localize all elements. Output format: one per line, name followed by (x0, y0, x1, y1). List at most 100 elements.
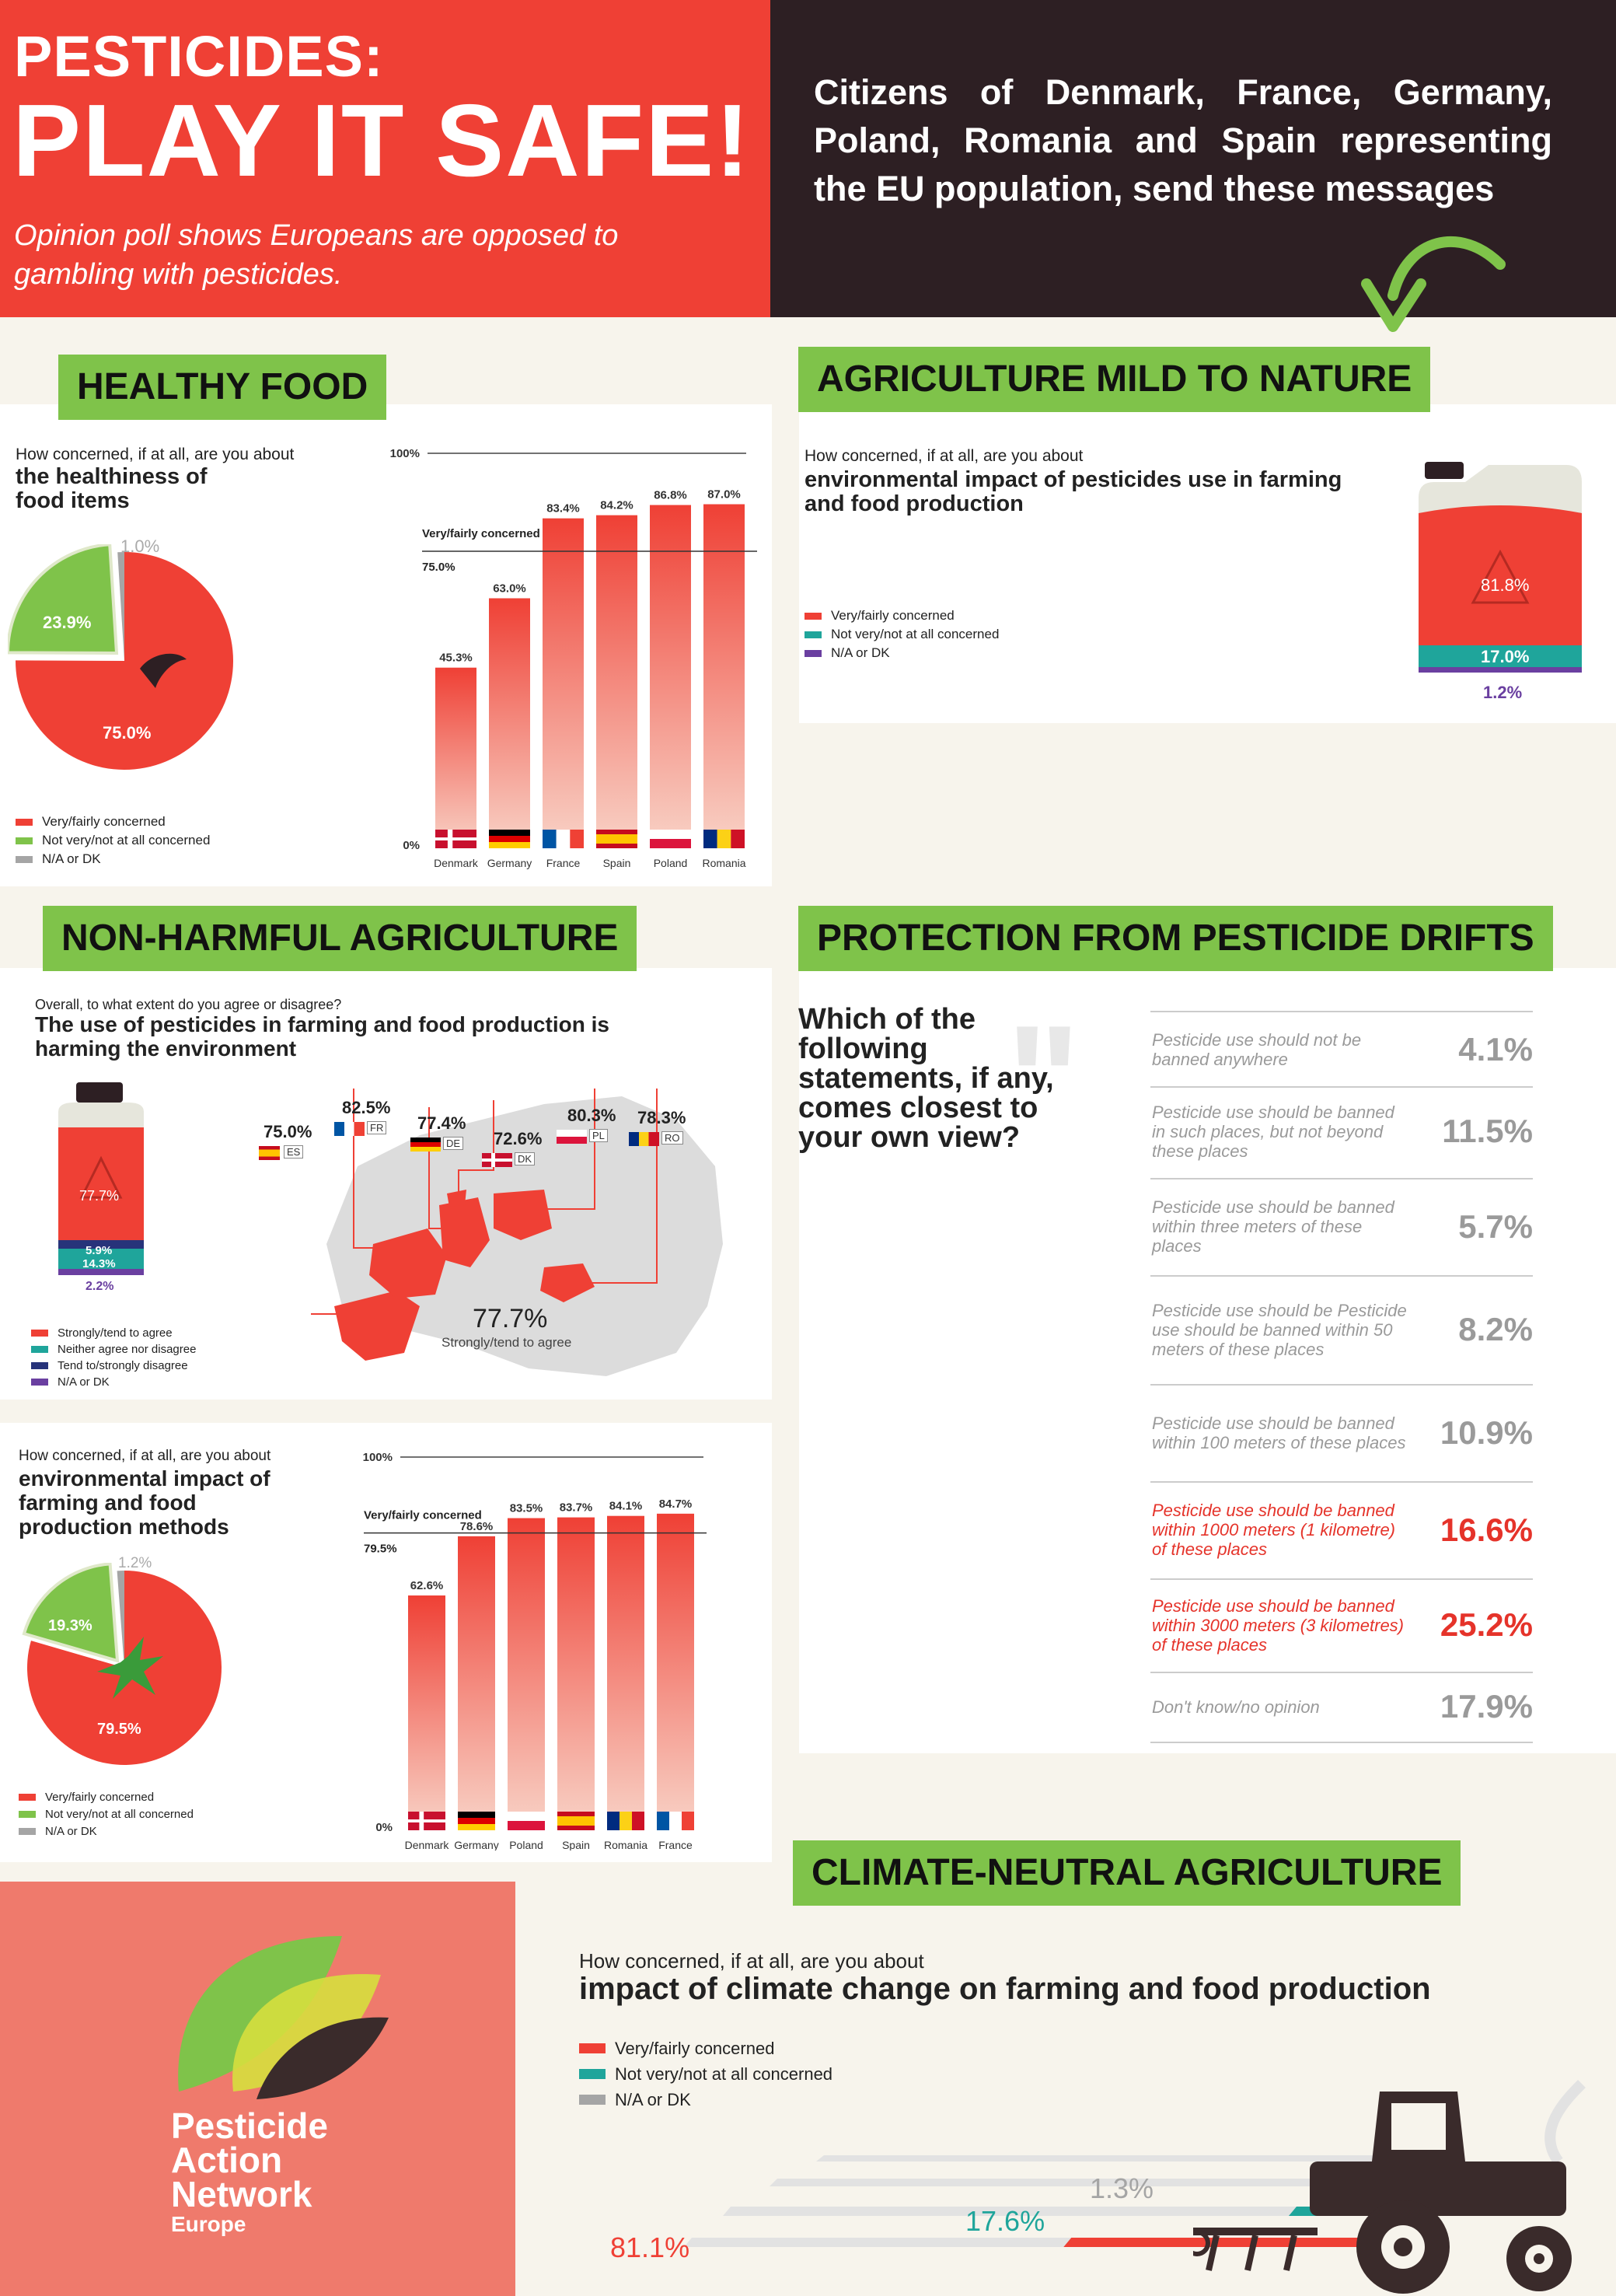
country-label: France (546, 857, 581, 869)
bar (657, 1513, 694, 1829)
map-poland (494, 1190, 552, 1240)
logo-line1: Pesticide (171, 2106, 328, 2146)
map-code-ro: RO (661, 1131, 683, 1145)
climate-label-not-concerned: 17.6% (965, 2205, 1045, 2237)
map-romania (540, 1263, 595, 1302)
legend-item: Not very/not at all concerned (579, 2061, 832, 2087)
map-value-pl: 80.3% (567, 1106, 616, 1125)
bottle-fill-disagree (58, 1240, 144, 1249)
flag-cross (435, 837, 476, 840)
map-value-dk: 72.6% (494, 1129, 543, 1148)
flag-stripe (543, 830, 557, 848)
non-harmful-badge: NON-HARMFUL AGRICULTURE (43, 906, 637, 971)
logo-panel (0, 1882, 515, 2296)
nature-badge: AGRICULTURE MILD TO NATURE (798, 347, 1431, 412)
canister-fill-concerned (1419, 505, 1582, 645)
axis-top-label: 100% (390, 447, 420, 460)
flag-stripe (489, 830, 530, 836)
bar-value-label: 83.7% (560, 1501, 593, 1515)
warning-triangle-icon (79, 1155, 123, 1199)
curved-arrow-icon (1361, 236, 1506, 332)
bottle-label-agree: 77.7% (79, 1188, 120, 1204)
env-methods-legend: Very/fairly concerned Not very/not at al… (19, 1788, 194, 1840)
bottle-fill-agree (58, 1127, 144, 1240)
drift-row-value: 8.2% (1458, 1311, 1533, 1347)
bar (703, 504, 745, 847)
drift-row: Pesticide use should be banned in such p… (1150, 1085, 1533, 1179)
climate-label-na: 1.3% (1090, 2172, 1154, 2204)
flag-stripe (703, 830, 717, 848)
drifts-question: Which of the following statements, if an… (798, 1003, 1054, 1154)
non-harmful-question-small: Overall, to what extent do you agree or … (35, 997, 342, 1012)
bar (435, 667, 476, 847)
flag-stripe (557, 1812, 595, 1816)
bar-value-label: 87.0% (707, 488, 741, 501)
axis-bottom-label: 0% (375, 1821, 393, 1834)
country-label: Poland (654, 857, 688, 869)
header-left-panel (0, 0, 770, 317)
map-value-es: 75.0% (264, 1122, 312, 1141)
bar-value-label: 84.7% (659, 1497, 693, 1511)
bar (607, 1515, 644, 1829)
bar (458, 1536, 495, 1829)
flag-stripe (557, 1816, 595, 1826)
map-spain (334, 1291, 420, 1361)
drift-row-value: 10.9% (1440, 1414, 1533, 1451)
em-label-concerned: 79.5% (97, 1721, 141, 1738)
country-label: France (658, 1839, 693, 1850)
legend-item: N/A or DK (19, 1822, 194, 1840)
climate-bar-concerned (1063, 2238, 1399, 2247)
legend-item: N/A or DK (16, 850, 210, 868)
healthy-food-pie (8, 544, 233, 770)
hf-label-na: 1.0% (120, 536, 160, 556)
reference-value: 79.5% (364, 1543, 397, 1556)
flag-stripe (669, 1812, 682, 1830)
legend-item: N/A or DK (805, 644, 999, 662)
map-code-pl: PL (589, 1129, 608, 1142)
flag-stripe (620, 1812, 632, 1830)
flag-stripe (717, 830, 731, 848)
reference-label: Very/fairly concerned (364, 1509, 482, 1522)
drift-row-text: Don't know/no opinion (1152, 1697, 1320, 1717)
legend-item: Not very/not at all concerned (805, 625, 999, 644)
env-methods-bar-chart: 100% 0% 62.6% Denmark 78.6% Germany 83.5% Polan… (363, 1451, 707, 1850)
bar-value-label: 78.6% (460, 1520, 494, 1533)
map-france (369, 1228, 447, 1298)
legend-item: Very/fairly concerned (805, 606, 999, 625)
drift-row-text: Pesticide use should be Pesticide use sh… (1152, 1300, 1407, 1359)
nature-label-na: 1.2% (1483, 683, 1523, 702)
legend-item: Strongly/tend to agree (31, 1325, 196, 1341)
map-total-label: Strongly/tend to agree (442, 1335, 572, 1350)
intro-text: Citizens of Denmark, France, Germany, Po… (814, 72, 1552, 208)
env-methods-question-big: environmental impact of farming and food… (19, 1466, 270, 1539)
title-line2: PLAY IT SAFE! (12, 83, 752, 197)
flag-stripe (650, 830, 691, 839)
axis-top-label: 100% (363, 1451, 393, 1464)
climate-bars (684, 2155, 1399, 2247)
climate-question-big: impact of climate change on farming and … (579, 1972, 1431, 2006)
warning-triangle-icon (1471, 549, 1530, 604)
legend-item: N/A or DK (31, 1374, 196, 1390)
nature-question-small: How concerned, if at all, are you about (805, 447, 1084, 465)
country-label: Denmark (434, 857, 479, 869)
bar-value-label: 62.6% (410, 1579, 444, 1592)
canister-icon (1419, 462, 1582, 673)
bar-value-label: 63.0% (493, 582, 526, 595)
map-total-value: 77.7% (473, 1304, 548, 1333)
drifts-badge: PROTECTION FROM PESTICIDE DRIFTS (798, 906, 1553, 971)
hf-label-concerned: 75.0% (103, 723, 152, 743)
country-label: Spain (603, 857, 631, 869)
flag-dk-icon (482, 1153, 512, 1167)
drift-row: Pesticide use should be banned within 10… (1150, 1481, 1533, 1580)
hf-label-not-concerned: 23.9% (43, 613, 92, 632)
healthy-food-legend: Very/fairly concerned Not very/not at al… (16, 813, 210, 868)
quote-mark-icon: " (1007, 994, 1080, 1167)
tomato-stem-icon (97, 1637, 163, 1699)
logo-text: Pesticide Action Network Europe (171, 2106, 328, 2238)
logo-line4: Europe (171, 2212, 246, 2236)
flag-stripe (596, 830, 637, 834)
country-label: Romania (604, 1839, 647, 1850)
bar (489, 598, 530, 847)
bottle-fill-neither (58, 1249, 144, 1269)
bottle-label-disagree: 5.9% (86, 1244, 113, 1257)
